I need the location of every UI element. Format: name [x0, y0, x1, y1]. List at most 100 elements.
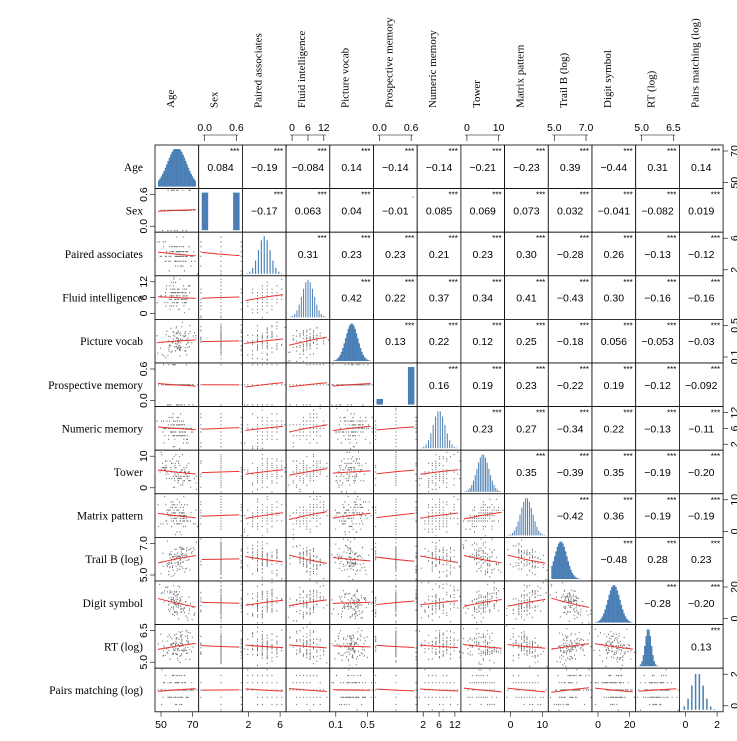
hist-bar — [449, 440, 450, 448]
hist-bar — [471, 485, 472, 492]
row-label-6: Numeric memory — [62, 423, 144, 435]
row-label-3: Fluid intelligence — [62, 293, 143, 305]
corr-value-3-7: 0.34 — [473, 293, 494, 305]
scatter-panel-12-0 — [155, 668, 199, 712]
corr-panel-1-2: −0.17*** — [242, 189, 286, 233]
scatter-panel-5-2 — [242, 363, 286, 407]
corr-value-5-9: −0.22 — [557, 380, 584, 392]
corr-panel-11-12: 0.13*** — [679, 625, 723, 669]
hist-bar — [476, 469, 477, 492]
diag-panel-0-0 — [155, 145, 199, 189]
diag-panel-2-2 — [242, 232, 286, 276]
corr-panel-3-7: 0.34*** — [461, 276, 505, 320]
hist-bar — [249, 272, 250, 274]
scatter-panel-5-3 — [286, 363, 330, 407]
sig-stars-4-6: *** — [449, 321, 458, 330]
corr-value-4-10: 0.056 — [601, 336, 627, 348]
hist-bar — [649, 636, 651, 666]
corr-panel-0-6: −0.14*** — [417, 145, 461, 189]
hist-bar — [305, 282, 306, 317]
left-tick-label-5-1: 0.6 — [138, 362, 150, 377]
corr-panel-4-7: 0.12*** — [461, 319, 505, 363]
hist-bar — [480, 457, 481, 491]
sig-stars-10-12: *** — [711, 583, 720, 592]
sig-stars-8-12: *** — [711, 496, 720, 505]
hist-bar — [421, 448, 422, 449]
hist-bar — [350, 324, 352, 361]
hist-bar — [202, 193, 208, 231]
hist-bar — [641, 661, 643, 666]
hist-bar — [345, 338, 347, 361]
corr-value-10-12: −0.20 — [688, 598, 715, 610]
corr-value-1-6: 0.085 — [426, 205, 452, 217]
sig-stars-3-4: *** — [361, 278, 370, 287]
sig-stars-6-12: *** — [711, 409, 720, 418]
scatter-panel-12-5 — [374, 668, 418, 712]
right-tick-label-12-1: 2 — [729, 671, 737, 677]
scatter-panel-10-0 — [155, 581, 199, 625]
hist-bar — [561, 542, 563, 579]
hist-bar — [468, 490, 469, 492]
hist-bar — [426, 444, 427, 448]
corr-value-6-11: −0.13 — [644, 423, 671, 435]
hist-bar — [643, 655, 645, 666]
sig-stars-2-6: *** — [449, 234, 458, 243]
corr-value-5-8: 0.23 — [516, 380, 537, 392]
row-label-5: Prospective memory — [48, 380, 143, 392]
hist-bar — [188, 168, 190, 187]
corr-value-0-5: −0.14 — [382, 162, 409, 174]
hist-bar — [269, 250, 270, 274]
bottom-tick-label-12-1: 2 — [714, 719, 720, 731]
hist-bar — [625, 616, 627, 622]
col-label-11: RT (log) — [646, 70, 658, 108]
corr-panel-0-9: 0.39*** — [548, 145, 592, 189]
corr-value-3-4: 0.42 — [341, 293, 362, 305]
hist-bar — [165, 168, 167, 187]
sig-stars-1-8: *** — [536, 191, 545, 200]
corr-value-3-11: −0.16 — [644, 293, 671, 305]
sig-stars-2-10: *** — [623, 234, 632, 243]
corr-value-0-8: −0.23 — [513, 162, 540, 174]
hist-bar — [178, 149, 180, 187]
sig-stars-8-9: *** — [580, 496, 589, 505]
left-tick-label-7-0: 0 — [138, 485, 150, 491]
corr-value-4-11: −0.053 — [641, 336, 674, 348]
scatter-panel-5-0 — [155, 363, 199, 407]
hist-bar — [529, 502, 530, 536]
corr-panel-8-11: −0.19*** — [636, 494, 680, 538]
sig-stars-1-3: *** — [317, 191, 326, 200]
sig-stars-6-8: *** — [536, 409, 545, 418]
scatter-panel-10-5 — [374, 581, 418, 625]
corr-panel-2-4: 0.23*** — [330, 232, 374, 276]
sig-stars-9-11: *** — [667, 539, 676, 548]
corr-panel-2-9: −0.28*** — [548, 232, 592, 276]
scatter-panel-11-0 — [155, 625, 199, 669]
hist-bar — [341, 352, 343, 361]
scatter-panel-9-5 — [374, 537, 418, 581]
corr-value-0-1: 0.084 — [207, 162, 233, 174]
diag-panel-3-3 — [286, 276, 330, 320]
hist-bar — [497, 490, 498, 492]
corr-value-9-11: 0.28 — [647, 554, 668, 566]
hist-bar — [610, 590, 612, 622]
hist-bar — [349, 325, 351, 361]
top-tick-label-5-1: 0.6 — [404, 122, 419, 134]
bottom-tick-label-2-0: 2 — [245, 719, 251, 731]
hist-bar — [478, 463, 479, 492]
hist-bar — [278, 272, 279, 274]
corr-value-0-2: −0.19 — [251, 162, 278, 174]
hist-bar — [622, 609, 624, 622]
corr-value-0-7: −0.21 — [469, 162, 496, 174]
corr-value-4-5: 0.13 — [385, 336, 406, 348]
scatter-panel-6-1 — [199, 407, 243, 451]
corr-value-4-12: −0.03 — [688, 336, 715, 348]
hist-bar — [630, 622, 632, 623]
hist-bar — [710, 706, 712, 709]
sig-stars-4-8: *** — [536, 321, 545, 330]
corr-value-0-3: −0.084 — [292, 162, 325, 174]
scatter-panel-8-7 — [461, 494, 505, 538]
top-tick-label-3-0: 0 — [289, 122, 295, 134]
corr-panel-5-7: 0.19*** — [461, 363, 505, 407]
